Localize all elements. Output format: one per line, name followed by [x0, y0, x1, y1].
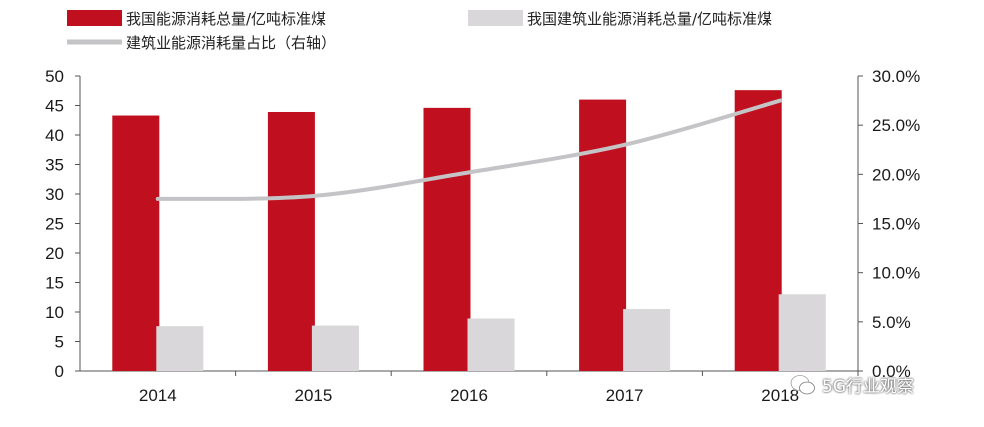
y-tick-label: 15 [45, 274, 64, 293]
legend-swatch-1 [67, 10, 122, 26]
y2-tick-label: 10.0% [872, 264, 920, 283]
y2-tick-label: 0.0% [872, 362, 911, 381]
y-tick-label: 5 [55, 333, 64, 352]
x-tick-label: 2017 [606, 386, 644, 405]
y-tick-label: 25 [45, 215, 64, 234]
y-tick-label: 20 [45, 244, 64, 263]
x-tick-label: 2014 [139, 386, 177, 405]
bar-total [112, 115, 160, 371]
legend: 我国能源消耗总量/亿吨标准煤 我国建筑业能源消耗总量/亿吨标准煤建筑业能源消耗量占… [67, 10, 772, 52]
x-tick-label: 2016 [450, 386, 488, 405]
bar-construction [467, 318, 515, 371]
x-tick-label: 2015 [294, 386, 332, 405]
y-tick-label: 10 [45, 303, 64, 322]
y-tick-label: 45 [45, 97, 64, 116]
y2-tick-label: 25.0% [872, 116, 920, 135]
bar-total [267, 111, 315, 372]
y2-tick-label: 20.0% [872, 165, 920, 184]
y-tick-label: 40 [45, 126, 64, 145]
watermark: 5G行业观察 [790, 372, 914, 397]
watermark-text: 5G行业观察 [822, 377, 914, 397]
y-tick-label: 35 [45, 156, 64, 175]
y2-tick-label: 5.0% [872, 313, 911, 332]
legend-label-1: 我国能源消耗总量/亿吨标准煤 [126, 10, 326, 28]
bar-construction [156, 326, 204, 371]
plot-area: 0 5 10 15 20 25 30 35 40 45 50 0.0% 5.0% 10.0% 15.0% 20… [45, 67, 920, 405]
wechat-icon [790, 374, 815, 394]
y-tick-label: 0 [55, 362, 64, 381]
y2-tick-label: 30.0% [872, 67, 920, 86]
bar-total [579, 99, 627, 371]
y-tick-label: 30 [45, 185, 64, 204]
y-tick-label: 50 [45, 67, 64, 86]
legend-label-3: 建筑业能源消耗量占比（右轴） [126, 34, 336, 52]
bar-total [423, 107, 471, 372]
legend-label-2: 我国建筑业能源消耗总量/亿吨标准煤 [527, 10, 772, 28]
x-tick-label: 2018 [761, 386, 799, 405]
legend-swatch-3 [67, 39, 122, 45]
bar-construction [623, 309, 671, 371]
bar-construction [778, 294, 826, 371]
bar-construction [311, 325, 359, 371]
legend-swatch-2 [468, 10, 523, 26]
bar-total [734, 90, 782, 371]
y2-tick-label: 15.0% [872, 215, 920, 234]
